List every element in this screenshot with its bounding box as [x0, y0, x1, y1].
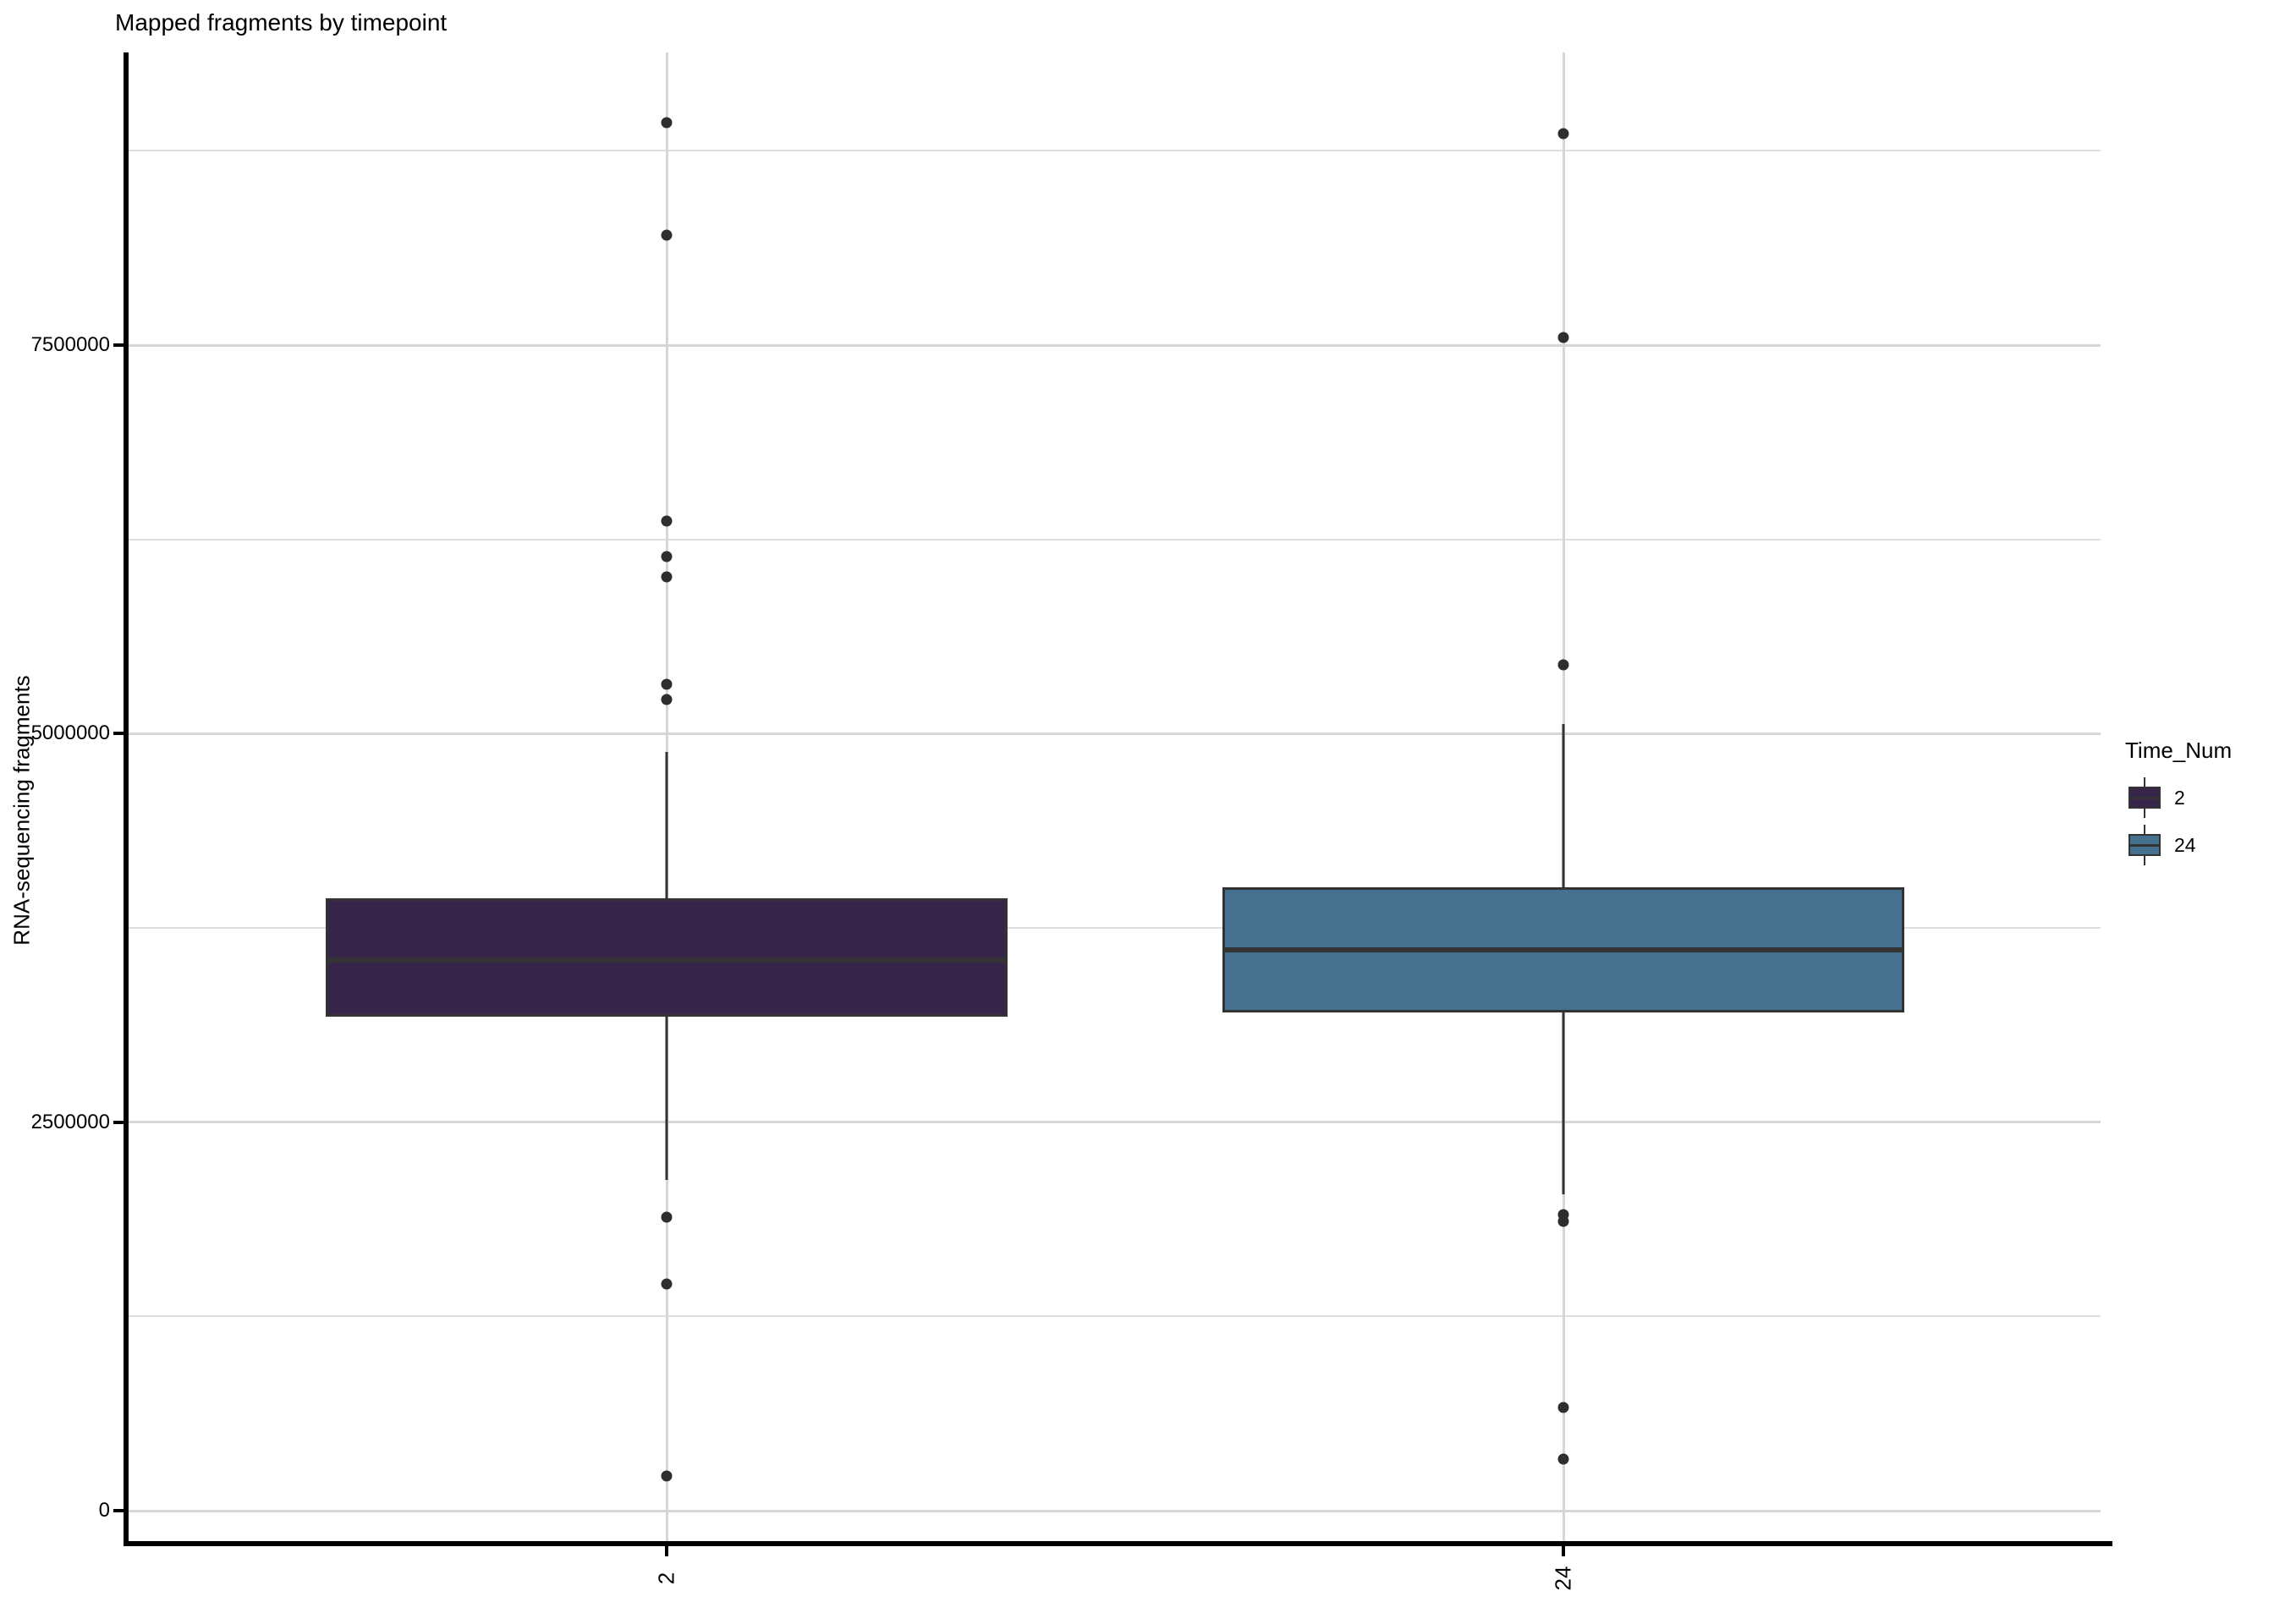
legend-title: Time_Num: [2125, 738, 2233, 763]
outlier-point: [1557, 1453, 1569, 1465]
median-line: [1222, 946, 1904, 952]
gridline-minor: [129, 927, 2101, 929]
gridline-major: [129, 343, 2101, 347]
y-tick-label: 5000000: [30, 721, 110, 745]
y-tick-label: 2500000: [30, 1110, 110, 1133]
outlier-point: [661, 515, 673, 527]
gridline-major: [129, 732, 2101, 735]
outlier-point: [661, 229, 673, 241]
upper-whisker: [665, 752, 668, 899]
gridline-major: [129, 1121, 2101, 1124]
y-axis-line: [124, 52, 129, 1546]
gridline-minor: [129, 538, 2101, 540]
outlier-point: [661, 1211, 673, 1223]
gridline-minor: [129, 1315, 2101, 1318]
y-tick-label: 7500000: [30, 333, 110, 356]
legend-item-label: 2: [2174, 786, 2185, 809]
legend: Time_Num 2 24: [2125, 738, 2274, 872]
x-axis-line: [124, 1541, 2112, 1546]
legend-key-median: [2128, 797, 2161, 799]
legend-item-label: 24: [2174, 833, 2196, 856]
legend-key-boxplot-icon: [2128, 777, 2161, 818]
outlier-point: [661, 678, 673, 690]
median-line: [326, 957, 1008, 963]
y-tick: [113, 1120, 124, 1124]
y-tick: [113, 1509, 124, 1512]
x-tick-label: 24: [1550, 1566, 1576, 1591]
outlier-point: [661, 117, 673, 129]
outlier-point: [1557, 128, 1569, 140]
lower-whisker: [1562, 1012, 1565, 1195]
chart-title: Mapped fragments by timepoint: [115, 9, 448, 36]
legend-key-median: [2128, 844, 2161, 847]
x-tick: [665, 1546, 668, 1556]
outlier-point: [1557, 1402, 1569, 1413]
lower-whisker: [665, 1016, 668, 1180]
outlier-point: [661, 694, 673, 705]
x-tick-label: 2: [653, 1572, 679, 1585]
outlier-point: [661, 1470, 673, 1482]
outlier-point: [1557, 1215, 1569, 1227]
outlier-point: [661, 571, 673, 583]
legend-key-boxplot-icon: [2128, 825, 2161, 865]
y-axis-title: RNA-sequencing fragments: [8, 675, 35, 946]
x-tick: [1562, 1546, 1565, 1556]
legend-item: 2: [2125, 777, 2274, 818]
y-tick: [113, 343, 124, 347]
outlier-point: [661, 1278, 673, 1290]
gridline-major: [129, 1509, 2101, 1512]
gridline-minor: [129, 150, 2101, 152]
legend-item: 24: [2125, 825, 2274, 865]
outlier-point: [1557, 659, 1569, 671]
outlier-point: [1557, 332, 1569, 343]
upper-whisker: [1562, 724, 1565, 888]
y-tick: [113, 732, 124, 736]
y-tick-label: 0: [98, 1499, 110, 1522]
outlier-point: [661, 551, 673, 562]
